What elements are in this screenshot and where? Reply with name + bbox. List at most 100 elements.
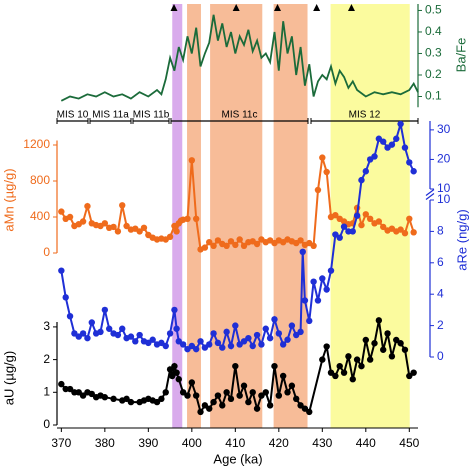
data-point (371, 340, 378, 347)
data-point (380, 223, 387, 231)
data-point (323, 286, 330, 293)
data-point (332, 212, 339, 219)
data-point (223, 328, 230, 336)
data-point (314, 297, 322, 304)
x-tick-label: 410 (225, 436, 245, 450)
data-point (319, 275, 326, 282)
data-point (166, 366, 174, 373)
data-point (366, 356, 374, 363)
data-point (227, 395, 235, 403)
data-point (105, 325, 113, 332)
data-point (380, 138, 387, 145)
x-tick-label: 370 (51, 436, 71, 450)
data-point (79, 392, 87, 399)
data-point (171, 362, 178, 370)
data-line (60, 14, 419, 102)
data-point (271, 316, 278, 323)
data-point (136, 331, 143, 339)
shaded-span (210, 4, 263, 428)
data-point (184, 392, 191, 399)
data-point (58, 267, 65, 274)
data-point (232, 241, 239, 249)
data-point (319, 356, 326, 363)
data-point (323, 168, 330, 176)
data-point (192, 345, 200, 353)
data-point (293, 395, 300, 403)
x-tick-label: 440 (356, 436, 376, 450)
data-point (132, 338, 139, 345)
data-point (284, 389, 291, 396)
data-point (410, 369, 417, 376)
data-point (366, 215, 374, 222)
y-tick-label: 0 (437, 349, 444, 363)
y-tick-label: 2 (43, 352, 50, 366)
data-point (201, 402, 209, 409)
data-point (206, 239, 213, 246)
data-point (210, 398, 217, 406)
age-marker (274, 4, 282, 11)
data-point (201, 244, 209, 251)
x-tick-label: 400 (182, 436, 202, 450)
data-point (214, 237, 222, 244)
bands (172, 4, 410, 428)
data-point (380, 346, 387, 353)
data-point (353, 356, 361, 363)
data-point (223, 389, 230, 396)
data-point (284, 336, 291, 343)
data-point (110, 395, 117, 403)
data-point (279, 341, 287, 348)
age-marker (170, 4, 178, 11)
data-point (123, 395, 130, 403)
data-point (173, 325, 180, 332)
data-point (179, 389, 187, 396)
shaded-span (172, 4, 183, 428)
data-point (266, 334, 274, 342)
data-point (358, 362, 365, 370)
data-point (188, 157, 196, 164)
y-tick-label: 0.3 (425, 46, 442, 60)
data-point (210, 330, 217, 337)
data-point (179, 341, 187, 348)
data-point (297, 328, 304, 336)
data-point (327, 267, 335, 274)
y-tick-label: 2 (437, 318, 444, 332)
axis-break (425, 189, 435, 200)
data-point (219, 402, 226, 409)
data-point (192, 215, 200, 222)
x-tick-label: 430 (312, 436, 332, 450)
data-point (123, 222, 130, 230)
data-point (288, 382, 296, 389)
shaded-span (273, 4, 308, 428)
data-point (206, 341, 213, 348)
data-point (388, 141, 396, 148)
data-point (258, 341, 265, 348)
data-point (371, 153, 378, 160)
data-point (192, 392, 200, 399)
data-point (310, 242, 317, 249)
data-point (214, 339, 222, 347)
data-point (301, 297, 309, 304)
data-point (75, 389, 82, 396)
age-marker (232, 4, 240, 11)
data-point (97, 328, 104, 336)
data-point (401, 346, 409, 353)
y-tick-label: 6 (437, 255, 444, 269)
data-point (345, 353, 352, 360)
stage-label: MIS 10 (57, 110, 89, 121)
data-point (362, 168, 370, 175)
data-point (397, 226, 404, 233)
data-point (236, 392, 243, 399)
y-tick-label: 0 (43, 417, 50, 431)
data-point (101, 220, 109, 227)
data-point (353, 212, 361, 219)
data-point (66, 385, 74, 393)
y-tick-label: 4 (437, 286, 444, 300)
data-point (79, 330, 87, 337)
data-point (262, 389, 269, 396)
data-point (101, 306, 109, 314)
data-point (240, 382, 248, 389)
y-tick-label: 0.2 (425, 67, 442, 81)
y-tick-label: 1 (43, 384, 50, 398)
x-tick-label: 420 (269, 436, 289, 450)
